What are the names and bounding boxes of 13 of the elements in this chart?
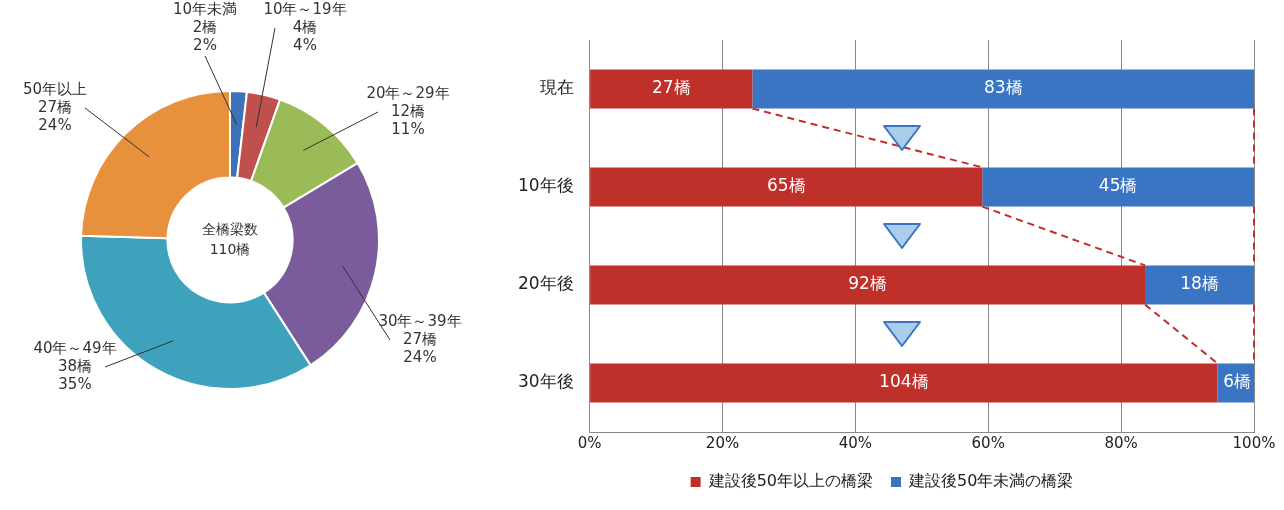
- data-label: 2橋 2%: [192, 17, 218, 54]
- text: 全橋梁数 110橋: [202, 220, 258, 257]
- slice-label: 10年～19年: [263, 0, 347, 18]
- slice-label: 40年～49年: [33, 338, 117, 357]
- data-label: 27橋 24%: [37, 97, 73, 134]
- slice-label: 10年未満: [172, 0, 238, 18]
- data-label: 38橋 35%: [57, 356, 93, 393]
- slice-label: 20年～29年: [366, 83, 450, 102]
- data-label: 27橋 24%: [402, 329, 438, 366]
- data-label: 4橋 4%: [292, 17, 318, 54]
- data-label: 12橋 11%: [390, 101, 426, 138]
- slice-label: 50年以上: [22, 79, 88, 98]
- slice-label: 30年～39年: [378, 311, 462, 330]
